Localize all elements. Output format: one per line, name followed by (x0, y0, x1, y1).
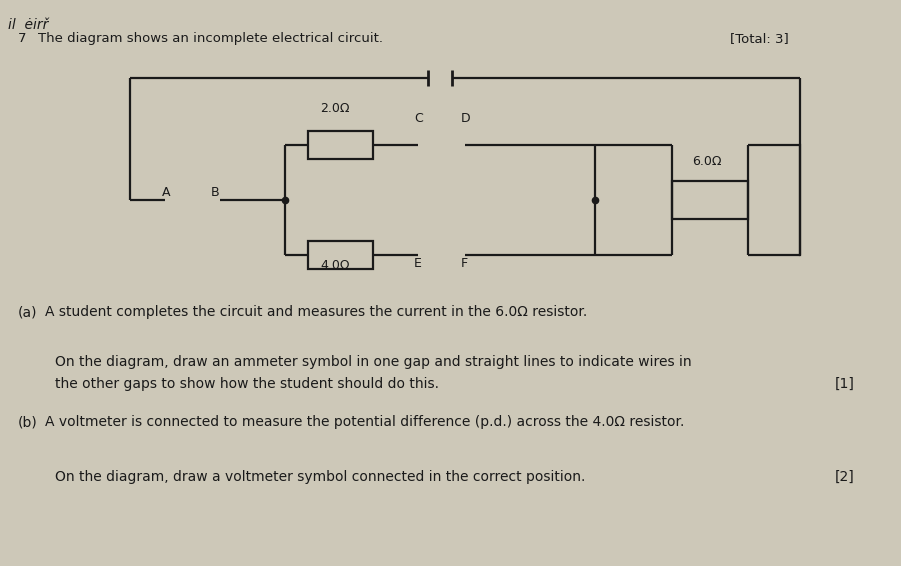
Bar (307, 131, 372, 159)
Text: A student completes the circuit and measures the current in the 6.0Ω resistor.: A student completes the circuit and meas… (45, 305, 587, 319)
Text: (a): (a) (18, 305, 38, 319)
Text: [1]: [1] (835, 377, 855, 391)
Text: 2.0Ω: 2.0Ω (320, 102, 350, 115)
Text: A voltmeter is connected to measure the potential difference (p.d.) across the 4: A voltmeter is connected to measure the … (45, 415, 685, 429)
Text: The diagram shows an incomplete electrical circuit.: The diagram shows an incomplete electric… (38, 32, 383, 45)
Text: On the diagram, draw a voltmeter symbol connected in the correct position.: On the diagram, draw a voltmeter symbol … (55, 470, 586, 484)
Text: (b): (b) (18, 415, 38, 429)
Text: B: B (211, 186, 220, 199)
Text: [Total: 3]: [Total: 3] (730, 32, 788, 45)
Text: C: C (414, 112, 423, 125)
Text: 4.0Ω: 4.0Ω (320, 259, 350, 272)
Text: 6.0Ω: 6.0Ω (692, 155, 722, 168)
Text: A: A (162, 186, 170, 199)
Text: E: E (414, 257, 422, 270)
Text: [2]: [2] (835, 470, 855, 484)
Text: the other gaps to show how the student should do this.: the other gaps to show how the student s… (55, 377, 439, 391)
Text: 7: 7 (18, 32, 26, 45)
Bar (307, 241, 372, 269)
Bar (672, 181, 748, 219)
Text: F: F (461, 257, 469, 270)
Text: il  ėirř: il ėirř (8, 18, 49, 32)
Text: On the diagram, draw an ammeter symbol in one gap and straight lines to indicate: On the diagram, draw an ammeter symbol i… (55, 355, 692, 369)
Text: D: D (461, 112, 470, 125)
